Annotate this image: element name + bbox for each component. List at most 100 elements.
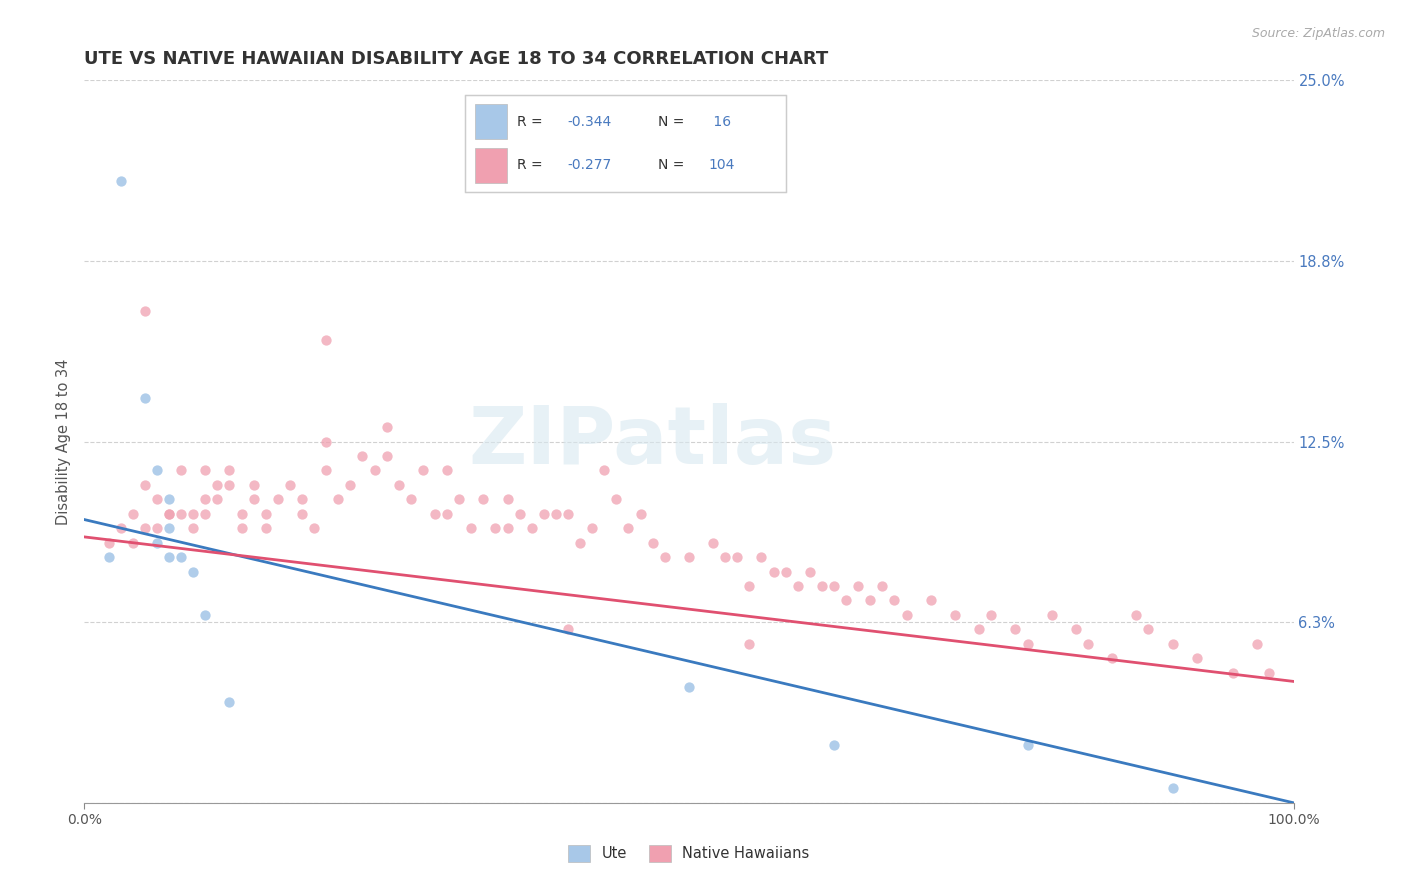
Point: [943, 607, 966, 622]
Point: [1137, 623, 1160, 637]
Point: [896, 607, 918, 622]
Point: [267, 492, 290, 507]
Point: [751, 550, 773, 565]
Point: [520, 521, 543, 535]
Point: [110, 174, 132, 188]
Point: [859, 593, 882, 607]
Point: [218, 478, 240, 492]
Point: [194, 463, 217, 477]
Point: [846, 579, 869, 593]
Point: [569, 535, 592, 549]
Point: [799, 565, 821, 579]
Point: [254, 521, 277, 535]
Point: [375, 420, 398, 434]
Point: [207, 492, 229, 507]
Point: [194, 507, 217, 521]
Point: [617, 521, 640, 535]
Text: UTE VS NATIVE HAWAIIAN DISABILITY AGE 18 TO 34 CORRELATION CHART: UTE VS NATIVE HAWAIIAN DISABILITY AGE 18…: [84, 50, 828, 68]
Point: [557, 507, 579, 521]
Point: [883, 593, 905, 607]
Point: [1017, 738, 1039, 752]
Point: [231, 521, 253, 535]
Point: [1161, 781, 1184, 796]
Point: [412, 463, 434, 477]
Point: [593, 463, 616, 477]
Point: [157, 507, 180, 521]
Point: [1125, 607, 1147, 622]
Point: [170, 550, 193, 565]
Point: [496, 521, 519, 535]
Point: [872, 579, 894, 593]
Point: [654, 550, 676, 565]
Point: [1246, 637, 1268, 651]
Point: [1101, 651, 1123, 665]
Text: ZIPatlas: ZIPatlas: [468, 402, 837, 481]
Point: [134, 478, 156, 492]
Point: [738, 637, 761, 651]
Point: [533, 507, 555, 521]
Point: [1064, 623, 1087, 637]
Point: [1222, 665, 1244, 680]
Point: [97, 550, 120, 565]
Point: [436, 463, 458, 477]
Point: [641, 535, 664, 549]
Point: [146, 535, 169, 549]
Point: [254, 507, 277, 521]
Point: [278, 478, 301, 492]
Point: [170, 507, 193, 521]
Point: [231, 507, 253, 521]
Point: [352, 449, 374, 463]
Point: [1040, 607, 1063, 622]
Point: [1077, 637, 1099, 651]
Point: [328, 492, 350, 507]
Point: [1258, 665, 1281, 680]
Point: [146, 463, 169, 477]
Point: [484, 521, 506, 535]
Point: [146, 521, 169, 535]
Point: [146, 492, 169, 507]
Point: [399, 492, 422, 507]
Point: [134, 521, 156, 535]
Point: [738, 579, 761, 593]
Point: [121, 507, 143, 521]
Point: [472, 492, 495, 507]
Point: [207, 478, 229, 492]
Point: [134, 391, 156, 405]
Point: [242, 478, 264, 492]
Point: [678, 550, 700, 565]
Point: [315, 434, 337, 449]
Point: [194, 607, 217, 622]
Point: [1017, 637, 1039, 651]
Point: [181, 507, 204, 521]
Point: [218, 695, 240, 709]
Point: [702, 535, 724, 549]
Point: [218, 463, 240, 477]
Point: [157, 550, 180, 565]
Point: [157, 521, 180, 535]
Point: [920, 593, 942, 607]
Point: [302, 521, 325, 535]
Point: [436, 507, 458, 521]
Point: [544, 507, 567, 521]
Point: [157, 492, 180, 507]
Point: [449, 492, 471, 507]
Point: [1004, 623, 1026, 637]
Point: [181, 565, 204, 579]
Point: [1161, 637, 1184, 651]
Point: [315, 334, 337, 348]
Point: [134, 304, 156, 318]
Point: [363, 463, 385, 477]
Point: [121, 535, 143, 549]
Point: [823, 579, 845, 593]
Y-axis label: Disability Age 18 to 34: Disability Age 18 to 34: [56, 359, 72, 524]
Point: [388, 478, 411, 492]
Point: [775, 565, 797, 579]
Point: [605, 492, 627, 507]
Point: [1185, 651, 1208, 665]
Point: [762, 565, 785, 579]
Point: [725, 550, 748, 565]
Legend: Ute, Native Hawaiians: Ute, Native Hawaiians: [562, 839, 815, 868]
Point: [170, 463, 193, 477]
Point: [980, 607, 1002, 622]
Point: [375, 449, 398, 463]
